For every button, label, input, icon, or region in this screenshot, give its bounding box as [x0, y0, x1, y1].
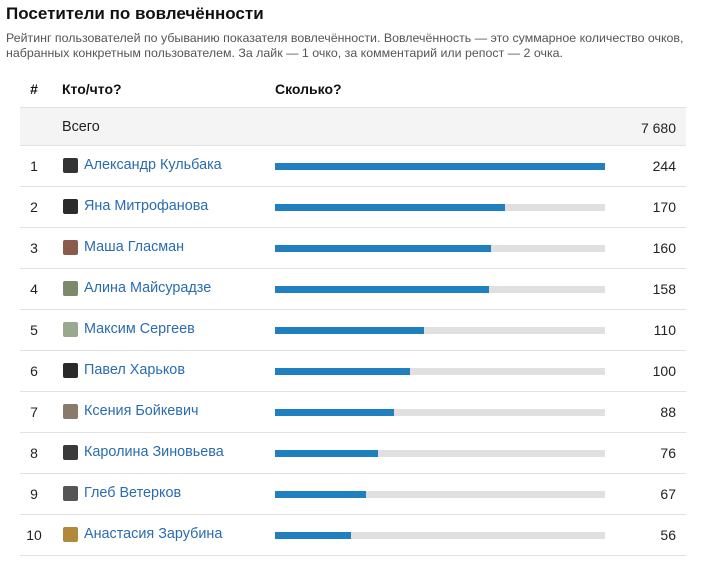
column-header-rank: # — [30, 81, 38, 97]
user-name-link[interactable]: Анастасия Зарубина — [84, 526, 223, 542]
table-row: 5 Максим Сергеев 110 — [20, 310, 686, 351]
engagement-bar-track — [275, 245, 605, 252]
page-title: Посетители по вовлечённости — [6, 4, 264, 23]
engagement-value: 160 — [652, 240, 676, 256]
user-name-link[interactable]: Маша Гласман — [84, 239, 185, 255]
engagement-bar-track — [275, 286, 605, 293]
user-name-link[interactable]: Павел Харьков — [84, 362, 185, 378]
rank-number: 3 — [30, 240, 38, 256]
column-header-how-many: Сколько? — [275, 81, 342, 97]
user-name-link[interactable]: Ксения Бойкевич — [84, 403, 199, 419]
table-row: 9 Глеб Ветерков 67 — [20, 474, 686, 515]
table-row: 7 Ксения Бойкевич 88 — [20, 392, 686, 433]
total-label: Всего — [62, 119, 100, 135]
engagement-value: 56 — [660, 527, 676, 543]
table-row: 8 Каролина Зиновьева 76 — [20, 433, 686, 474]
user-name-link[interactable]: Каролина Зиновьева — [84, 444, 224, 460]
table-row: 10 Анастасия Зарубина 56 — [20, 515, 686, 556]
table-row: 3 Маша Гласман 160 — [20, 228, 686, 269]
engagement-bar-track — [275, 327, 605, 334]
rank-number: 1 — [30, 158, 38, 174]
table-body: 1 Александр Кульбака 244 2 Яна Митрофанова 17… — [20, 146, 686, 556]
engagement-bar-fill — [275, 204, 505, 211]
total-value: 7 680 — [640, 120, 676, 136]
user-name-link[interactable]: Алина Майсурадзе — [84, 280, 212, 296]
engagement-value: 110 — [653, 322, 676, 338]
avatar[interactable] — [63, 445, 78, 460]
engagement-table: # Кто/что? Сколько? Всего 7 680 1 Алексан… — [20, 71, 686, 556]
engagement-bar-fill — [275, 163, 605, 170]
engagement-value: 170 — [652, 199, 676, 215]
avatar[interactable] — [63, 527, 78, 542]
engagement-value: 88 — [660, 404, 676, 420]
engagement-value: 244 — [652, 158, 676, 174]
avatar[interactable] — [63, 363, 78, 378]
engagement-bar-fill — [275, 409, 395, 416]
avatar[interactable] — [63, 199, 78, 214]
engagement-bar-track — [275, 450, 605, 457]
avatar[interactable] — [63, 240, 78, 255]
table-row: 4 Алина Майсурадзе 158 — [20, 269, 686, 310]
engagement-bar-fill — [275, 327, 424, 334]
engagement-bar-fill — [275, 450, 378, 457]
total-row: Всего 7 680 — [20, 108, 686, 146]
engagement-bar-track — [275, 532, 605, 539]
engagement-bar-fill — [275, 245, 492, 252]
user-name-link[interactable]: Яна Митрофанова — [84, 198, 209, 214]
engagement-value: 76 — [660, 445, 676, 461]
engagement-bar-fill — [275, 491, 366, 498]
page-description: Рейтинг пользователей по убыванию показа… — [6, 31, 684, 60]
table-row: 6 Павел Харьков 100 — [20, 351, 686, 392]
engagement-bar-track — [275, 163, 605, 170]
engagement-bar-track — [275, 368, 605, 375]
rank-number: 9 — [30, 486, 38, 502]
rank-number: 7 — [30, 404, 38, 420]
avatar[interactable] — [63, 281, 78, 296]
engagement-bar-track — [275, 204, 605, 211]
rank-number: 6 — [30, 363, 38, 379]
engagement-bar-track — [275, 409, 605, 416]
table-header: # Кто/что? Сколько? — [20, 71, 686, 108]
engagement-value: 158 — [652, 281, 676, 297]
engagement-bar-fill — [275, 368, 411, 375]
avatar[interactable] — [63, 486, 78, 501]
engagement-bar-fill — [275, 532, 351, 539]
avatar[interactable] — [63, 158, 78, 173]
rank-number: 5 — [30, 322, 38, 338]
avatar[interactable] — [63, 322, 78, 337]
table-row: 2 Яна Митрофанова 170 — [20, 187, 686, 228]
engagement-value: 67 — [660, 486, 676, 502]
rank-number: 8 — [30, 445, 38, 461]
rank-number: 2 — [30, 199, 38, 215]
engagement-bar-track — [275, 491, 605, 498]
rank-number: 10 — [26, 527, 42, 543]
avatar[interactable] — [63, 404, 78, 419]
column-header-who: Кто/что? — [62, 81, 122, 97]
user-name-link[interactable]: Максим Сергеев — [84, 321, 195, 337]
engagement-value: 100 — [652, 363, 676, 379]
user-name-link[interactable]: Глеб Ветерков — [84, 485, 182, 501]
table-row: 1 Александр Кульбака 244 — [20, 146, 686, 187]
rank-number: 4 — [30, 281, 38, 297]
engagement-bar-fill — [275, 286, 489, 293]
user-name-link[interactable]: Александр Кульбака — [84, 157, 222, 173]
